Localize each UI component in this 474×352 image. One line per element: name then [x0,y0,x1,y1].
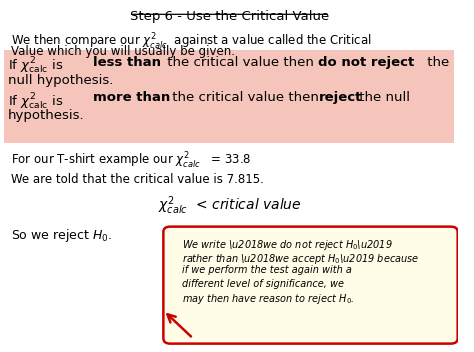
Text: We then compare our $\chi^2_{calc}$  against a value called the Critical: We then compare our $\chi^2_{calc}$ agai… [10,32,371,52]
Text: reject: reject [319,92,362,105]
Text: less than: less than [92,56,161,69]
Text: the: the [423,56,450,69]
Text: do not reject: do not reject [319,56,415,69]
Text: if we perform the test again with a: if we perform the test again with a [182,265,352,275]
Text: So we reject $H_0$.: So we reject $H_0$. [10,227,112,244]
Text: different level of significance, we: different level of significance, we [182,279,344,289]
Text: If $\chi^2_{\mathrm{calc}}$ is: If $\chi^2_{\mathrm{calc}}$ is [8,56,64,76]
Text: hypothesis.: hypothesis. [8,109,85,122]
Text: We are told that the critical value is 7.815.: We are told that the critical value is 7… [10,173,264,186]
Text: Value which you will usually be given.: Value which you will usually be given. [10,45,235,58]
Text: the critical value then: the critical value then [164,56,319,69]
Text: rather than \u2018we accept $H_0$\u2019 because: rather than \u2018we accept $H_0$\u2019 … [182,252,419,266]
Text: For our T-shirt example our $\chi^2_{calc}$   = 33.8: For our T-shirt example our $\chi^2_{cal… [10,151,251,171]
Text: If $\chi^2_{\mathrm{calc}}$ is: If $\chi^2_{\mathrm{calc}}$ is [8,92,64,112]
Text: the null: the null [355,92,410,105]
Text: Step 6 - Use the Critical Value: Step 6 - Use the Critical Value [130,10,329,23]
Text: We write \u2018we do not reject $H_0$\u2019: We write \u2018we do not reject $H_0$\u2… [182,238,392,252]
Text: more than: more than [92,92,170,105]
Text: $\chi^2_{calc}$  < critical value: $\chi^2_{calc}$ < critical value [158,195,301,217]
FancyBboxPatch shape [4,50,455,143]
FancyBboxPatch shape [164,227,458,344]
Text: the critical value then: the critical value then [168,92,323,105]
Text: may then have reason to reject $H_0$.: may then have reason to reject $H_0$. [182,292,354,306]
Text: null hypothesis.: null hypothesis. [8,74,114,87]
